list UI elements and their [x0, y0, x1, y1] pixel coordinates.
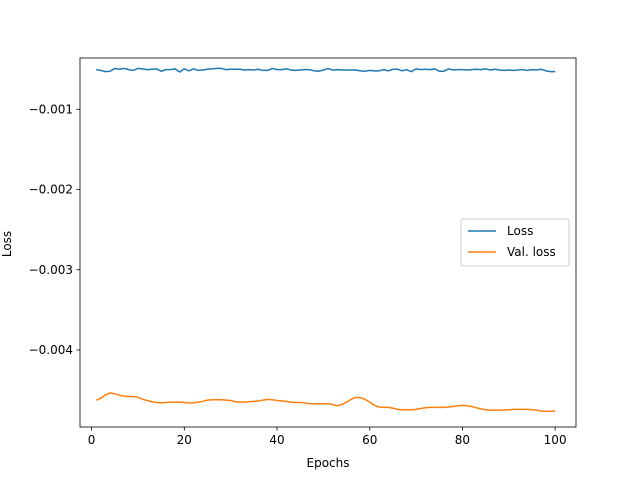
legend-label-1: Loss — [507, 224, 533, 238]
x-axis: 0 20 40 60 80 100 — [88, 427, 567, 447]
x-axis-label: Epochs — [307, 456, 350, 470]
y-tick-label: −0.002 — [29, 183, 73, 197]
x-tick-label: 60 — [362, 433, 377, 447]
x-tick-label: 20 — [177, 433, 192, 447]
plot-frame — [79, 57, 577, 428]
y-tick-label: −0.001 — [29, 102, 73, 116]
plot-area — [79, 57, 577, 428]
x-tick-label: 100 — [544, 433, 567, 447]
y-axis: −0.001 −0.002 −0.003 −0.004 — [29, 102, 80, 357]
legend-label-2: Val. loss — [507, 245, 556, 259]
legend: Loss Val. loss — [460, 218, 570, 267]
x-tick-label: 40 — [269, 433, 284, 447]
series-layer — [95, 67, 556, 413]
x-tick-label: 0 — [88, 433, 96, 447]
y-axis-label: Loss — [0, 231, 14, 257]
x-tick-label: 80 — [455, 433, 470, 447]
series-line-1 — [96, 67, 556, 73]
series-line-2 — [95, 392, 556, 413]
y-tick-label: −0.004 — [29, 343, 73, 357]
y-tick-label: −0.003 — [29, 263, 73, 277]
